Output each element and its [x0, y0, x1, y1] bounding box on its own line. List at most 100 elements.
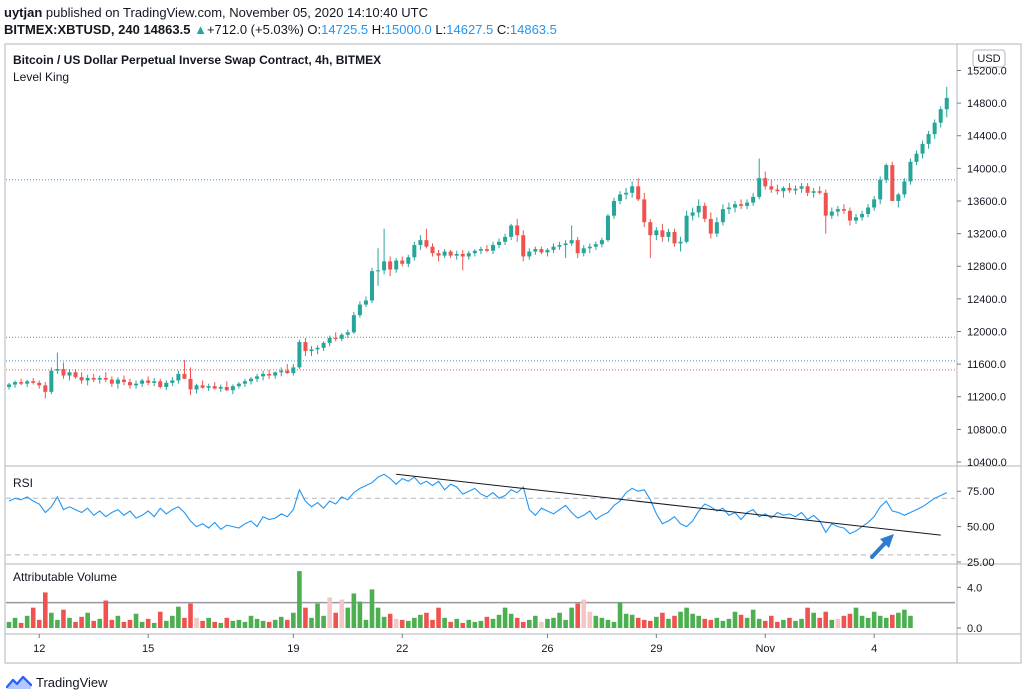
volume-bar [702, 618, 708, 628]
volume-bar [345, 607, 351, 628]
usd-badge[interactable]: USD [972, 49, 1006, 68]
volume-tick-label: 0.0 [967, 623, 982, 635]
candle-body [599, 240, 604, 245]
volume-bar [309, 617, 314, 628]
volume-bar [248, 615, 254, 628]
volume-bar [218, 622, 224, 628]
candle-body [521, 235, 526, 257]
candle-body [926, 134, 931, 144]
volume-bar [121, 621, 127, 628]
candle-body [781, 187, 786, 192]
volume-bar [756, 618, 762, 628]
volume-bar [696, 615, 701, 628]
candle-body [454, 254, 459, 256]
candle-body [757, 178, 762, 197]
volume-bar [333, 612, 338, 628]
volume-bar [436, 607, 441, 628]
candle-body [726, 207, 731, 210]
volume-bar [230, 620, 236, 628]
price-tick-label: 14800.0 [967, 98, 1007, 110]
candle-body [55, 369, 60, 371]
last-price: 14863.5 [143, 22, 191, 37]
volume-bar [666, 618, 671, 628]
volume-bar [321, 615, 326, 628]
volume-bar [502, 607, 508, 628]
candle-body [430, 246, 435, 254]
candle-body [97, 377, 102, 380]
volume-bar [678, 611, 683, 628]
tradingview-footer[interactable]: TradingView [6, 673, 108, 691]
candle-body [309, 349, 314, 352]
candle-body [345, 332, 350, 335]
candle-body [805, 186, 810, 193]
volume-bar [357, 601, 363, 628]
candle-body [854, 217, 858, 221]
main-chart-title: Bitcoin / US Dollar Perpetual Inverse Sw… [13, 53, 381, 67]
volume-bar [157, 611, 163, 628]
volume-bar [563, 619, 568, 628]
usd-badge-box[interactable] [972, 49, 1006, 68]
candle-body [533, 249, 538, 252]
rsi-pane-title: RSI [13, 476, 33, 490]
chart-frame [4, 43, 1022, 664]
candle-body [460, 254, 465, 257]
volume-pane [6, 571, 955, 628]
candle-body [134, 383, 139, 386]
candle-body [152, 381, 157, 383]
candle-body [630, 186, 635, 193]
rsi-tick-label: 75.00 [967, 486, 995, 498]
volume-bar [829, 619, 835, 628]
price-tick-label: 10800.0 [967, 424, 1007, 436]
volume-bar [708, 619, 714, 628]
volume-bar [539, 621, 544, 628]
candle-body [823, 192, 828, 216]
candle-body [188, 378, 193, 390]
volume-bar [351, 593, 357, 628]
volume-bar [399, 619, 405, 628]
symbol-label[interactable]: BITMEX:XBTUSD, 240 [4, 22, 140, 37]
open-value: 14725.5 [321, 22, 369, 37]
candle-body [7, 384, 11, 387]
candle-body [31, 381, 36, 383]
candle-body [224, 386, 229, 391]
volume-bar [865, 617, 871, 628]
candle-body [85, 377, 90, 381]
candle-body [448, 251, 453, 256]
candle-body [321, 342, 326, 348]
tradingview-brand[interactable]: TradingView [36, 674, 108, 690]
candle-body [739, 204, 744, 206]
candle-body [708, 218, 713, 234]
candle-body [660, 230, 665, 237]
volume-bar [902, 609, 907, 628]
volume-bar [508, 613, 514, 628]
price-tick-label: 11200.0 [967, 392, 1006, 404]
volume-bar [623, 613, 629, 628]
volume-bar [545, 618, 550, 628]
candle-body [593, 244, 598, 247]
volume-bar [406, 620, 411, 628]
candle-body [230, 386, 235, 391]
volume-bar [79, 616, 84, 628]
price-tick-label: 15200.0 [967, 65, 1007, 77]
volume-bar [109, 619, 115, 628]
volume-bar [103, 600, 109, 628]
candle-body [575, 240, 580, 254]
volume-bar [18, 622, 24, 628]
low-label: L: [435, 22, 447, 37]
volume-bar [732, 611, 738, 628]
candle-body [79, 377, 84, 381]
candle-body [13, 382, 18, 385]
usd-badge-label: USD [977, 53, 1000, 65]
candle-body [412, 245, 417, 258]
volume-bar [61, 609, 66, 628]
candle-body [242, 381, 247, 384]
volume-bar [151, 622, 157, 628]
volume-bar [430, 619, 435, 628]
candle-body [775, 189, 780, 192]
candle-body [581, 248, 586, 254]
candle-body [690, 212, 695, 216]
publisher-name[interactable]: uytjan [4, 5, 43, 20]
low-value: 14627.5 [446, 22, 494, 37]
open-label: O: [307, 22, 322, 37]
